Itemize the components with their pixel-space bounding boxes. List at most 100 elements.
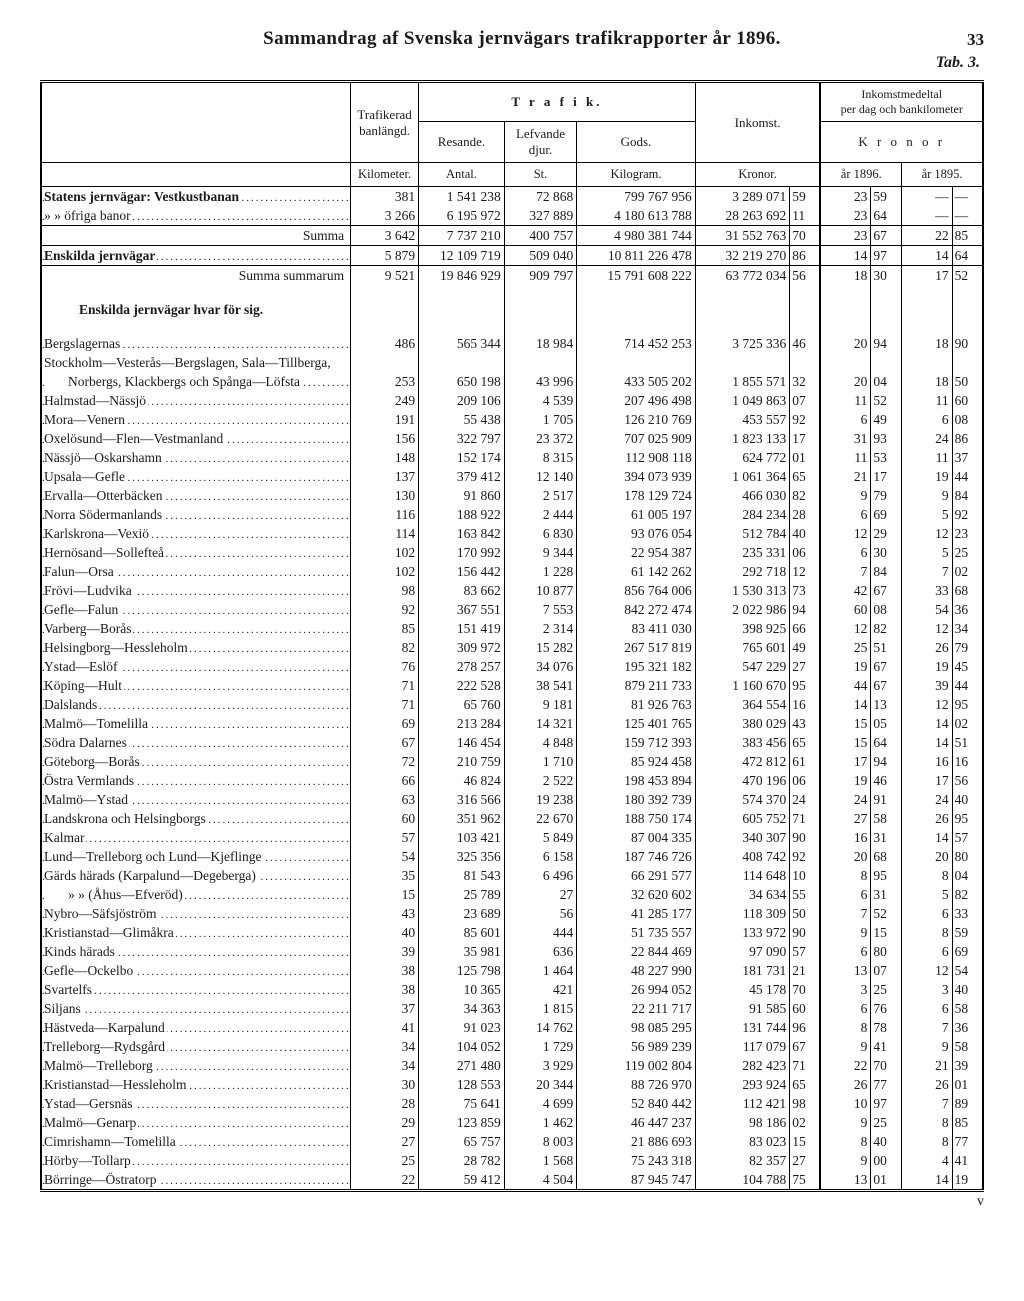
railway-name: Oxelösund—Flen—Vestmanland: [41, 429, 351, 448]
railway-name: Gärds härads (Karpalund—Degeberga): [41, 866, 351, 885]
table-row: Frövi—Ludvika9883 66210 877856 764 0061 …: [41, 581, 983, 600]
railway-name: Malmö—Tomelilla: [41, 714, 351, 733]
railway-name: » » (Åhus—Efveröd): [41, 885, 351, 904]
table-row: Norbergs, Klackbergs och Spånga—Löfsta25…: [41, 372, 983, 391]
header-trafikerad: Trafikeradbanlängd.: [351, 82, 419, 163]
railway-name: Statens jernvägar: Vestkustbanan: [41, 187, 351, 207]
table-row: Nybro—Säfsjöström4323 6895641 285 177118…: [41, 904, 983, 923]
railway-name: Upsala—Gefle: [41, 467, 351, 486]
table-row: Kristianstad—Glimåkra4085 60144451 735 5…: [41, 923, 983, 942]
table-row: Oxelösund—Flen—Vestmanland156322 79723 3…: [41, 429, 983, 448]
railway-name: Malmö—Trelleborg: [41, 1056, 351, 1075]
section-title-row: Enskilda jernvägar hvar för sig.: [41, 300, 983, 319]
table-row: Trelleborg—Rydsgård34104 0521 72956 989 …: [41, 1037, 983, 1056]
table-row: » » öfriga banor3 2666 195 972327 8894 1…: [41, 206, 983, 226]
table-row: Helsingborg—Hessleholm82309 97215 282267…: [41, 638, 983, 657]
table-row: Gefle—Ockelbo38125 7981 46448 227 990181…: [41, 961, 983, 980]
railway-report-table: Trafikeradbanlängd. T r a f i k. Inkomst…: [40, 80, 984, 1192]
railway-name: Falun—Orsa: [41, 562, 351, 581]
railway-name: Ervalla—Otterbäcken: [41, 486, 351, 505]
table-row: Gefle—Falun92367 5517 553842 272 4742 02…: [41, 600, 983, 619]
railway-name: Mora—Venern: [41, 410, 351, 429]
railway-name: Göteborg—Borås: [41, 752, 351, 771]
table-row: Lund—Trelleborg och Lund—Kjeflinge54325 …: [41, 847, 983, 866]
table-row: Ervalla—Otterbäcken13091 8602 517178 129…: [41, 486, 983, 505]
railway-name: Svartelfs: [41, 980, 351, 999]
railway-name: Malmö—Ystad: [41, 790, 351, 809]
railway-name: Södra Dalarnes: [41, 733, 351, 752]
railway-name: Landskrona och Helsingborgs: [41, 809, 351, 828]
railway-name: Nybro—Säfsjöström: [41, 904, 351, 923]
railway-name: Köping—Hult: [41, 676, 351, 695]
railway-name: Halmstad—Nässjö: [41, 391, 351, 410]
railway-name: Helsingborg—Hessleholm: [41, 638, 351, 657]
railway-name: Hästveda—Karpalund: [41, 1018, 351, 1037]
header-gods: Gods.: [577, 122, 696, 163]
railway-name: Kristianstad—Glimåkra: [41, 923, 351, 942]
table-row: Börringe—Östratorp2259 4124 50487 945 74…: [41, 1170, 983, 1191]
railway-name: » » öfriga banor: [41, 206, 351, 226]
railway-name: Norbergs, Klackbergs och Spånga—Löfsta: [41, 372, 351, 391]
table-row: Varberg—Borås85151 4192 31483 411 030398…: [41, 619, 983, 638]
header-inkomst: Inkomst.: [695, 82, 820, 163]
unit-kronor: Kronor.: [695, 163, 820, 187]
railway-name: Dalslands: [41, 695, 351, 714]
railway-name: Kalmar: [41, 828, 351, 847]
table-row: Malmö—Ystad63316 56619 238180 392 739574…: [41, 790, 983, 809]
table-row: Gärds härads (Karpalund—Degeberga)3581 5…: [41, 866, 983, 885]
railway-name: Gefle—Ockelbo: [41, 961, 351, 980]
table-row: Malmö—Tomelilla69213 28414 321125 401 76…: [41, 714, 983, 733]
railway-name: Ystad—Gersnäs: [41, 1094, 351, 1113]
railway-name: Frövi—Ludvika: [41, 581, 351, 600]
table-row: Hernösand—Sollefteå102170 9929 34422 954…: [41, 543, 983, 562]
table-row: Kristianstad—Hessleholm30128 55320 34488…: [41, 1075, 983, 1094]
table-row: Ystad—Gersnäs2875 6414 69952 840 442112 …: [41, 1094, 983, 1113]
railway-name: Bergslagernas: [41, 334, 351, 353]
table-row: Cimrishamn—Tomelilla2765 7578 00321 886 …: [41, 1132, 983, 1151]
railway-name: Malmö—Genarp: [41, 1113, 351, 1132]
unit-antal: Antal.: [419, 163, 505, 187]
table-row: Upsala—Gefle137379 41212 140394 073 9391…: [41, 467, 983, 486]
unit-kilogram: Kilogram.: [577, 163, 696, 187]
unit-st: St.: [504, 163, 576, 187]
table-row: Östra Vermlands6646 8242 522198 453 8944…: [41, 771, 983, 790]
table-row: Falun—Orsa102156 4421 22861 142 262292 7…: [41, 562, 983, 581]
table-row: Bergslagernas486565 34418 984714 452 253…: [41, 334, 983, 353]
table-row: Södra Dalarnes67146 4544 848159 712 3933…: [41, 733, 983, 752]
table-row: Nässjö—Oskarshamn148152 1748 315112 908 …: [41, 448, 983, 467]
table-row: Landskrona och Helsingborgs60351 96222 6…: [41, 809, 983, 828]
header-trafik: T r a f i k.: [419, 82, 696, 122]
table-row: Köping—Hult71222 52838 541879 211 7331 1…: [41, 676, 983, 695]
railway-name: Enskilda jernvägar: [41, 246, 351, 266]
railway-name: Hörby—Tollarp: [41, 1151, 351, 1170]
railway-name: Norra Södermanlands: [41, 505, 351, 524]
railway-name: Ystad—Eslöf: [41, 657, 351, 676]
unit-kilometer: Kilometer.: [351, 163, 419, 187]
railway-name: Lund—Trelleborg och Lund—Kjeflinge: [41, 847, 351, 866]
railway-name: Siljans: [41, 999, 351, 1018]
table-row: Stockholm—Vesterås—Bergslagen, Sala—Till…: [41, 353, 983, 372]
table-row: Malmö—Genarp29123 8591 46246 447 23798 1…: [41, 1113, 983, 1132]
table-row: Hästveda—Karpalund4191 02314 76298 085 2…: [41, 1018, 983, 1037]
table-row: Ystad—Eslöf76278 25734 076195 321 182547…: [41, 657, 983, 676]
page-title: Sammandrag af Svenska jernvägars trafikr…: [40, 28, 934, 50]
table-row: Kalmar57103 4215 84987 004 335340 307901…: [41, 828, 983, 847]
page-number: 33: [934, 30, 984, 50]
table-row: Enskilda jernvägar5 87912 109 719509 040…: [41, 246, 983, 266]
railway-name: Stockholm—Vesterås—Bergslagen, Sala—Till…: [41, 353, 351, 372]
railway-name: Kinds härads: [41, 942, 351, 961]
table-row: Göteborg—Borås72210 7591 71085 924 45847…: [41, 752, 983, 771]
railway-name: Varberg—Borås: [41, 619, 351, 638]
railway-name: Karlskrona—Vexiö: [41, 524, 351, 543]
summary-row: Summa3 6427 737 210400 7574 980 381 7443…: [41, 226, 983, 246]
footer-mark: v: [40, 1192, 984, 1210]
railway-name: Börringe—Östratorp: [41, 1170, 351, 1191]
table-row: Norra Södermanlands116188 9222 44461 005…: [41, 505, 983, 524]
railway-name: Gefle—Falun: [41, 600, 351, 619]
railway-name: Hernösand—Sollefteå: [41, 543, 351, 562]
header-inkomstmedeltal: Inkomstmedeltalper dag och bankilometer: [820, 82, 983, 122]
header-resande: Resande.: [419, 122, 505, 163]
railway-name: Trelleborg—Rydsgård: [41, 1037, 351, 1056]
table-row: Karlskrona—Vexiö114163 8426 83093 076 05…: [41, 524, 983, 543]
railway-name: Kristianstad—Hessleholm: [41, 1075, 351, 1094]
